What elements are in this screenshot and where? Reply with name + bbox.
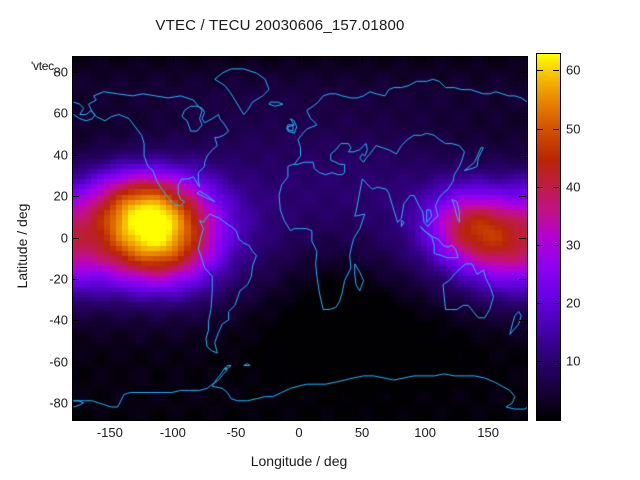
colorbar-tick-label: 50 <box>566 121 581 137</box>
y-tick-mark <box>519 155 526 156</box>
x-tick-mark <box>110 56 111 63</box>
y-tick-mark <box>72 362 79 363</box>
x-tick-label: -50 <box>226 425 246 440</box>
y-tick-mark <box>72 113 79 114</box>
colorbar-tick-mark <box>553 303 559 304</box>
colorbar-tick-mark <box>537 245 543 246</box>
y-tick-mark <box>72 238 79 239</box>
x-tick-label: 100 <box>414 425 436 440</box>
y-tick-mark <box>72 320 79 321</box>
x-tick-label: 150 <box>477 425 500 440</box>
corner-series-label: 'vtec_ <box>31 59 61 73</box>
colorbar-tick-label: 10 <box>566 353 581 369</box>
y-axis-label: Latitude / deg <box>14 203 30 289</box>
vtec-heatmap-canvas[interactable] <box>73 57 527 420</box>
y-axis-ticks: 80 60 40 20 0 -20 -40 -60 -80 <box>0 0 68 480</box>
colorbar-tick-label: 30 <box>566 237 581 253</box>
y-tick-mark <box>72 196 79 197</box>
x-tick-mark <box>110 413 111 420</box>
colorbar-tick-mark <box>537 129 543 130</box>
colorbar-tick-label: 40 <box>566 179 581 195</box>
x-tick-mark <box>425 56 426 63</box>
y-tick-mark <box>519 238 526 239</box>
colorbar-tick-mark <box>553 70 559 71</box>
x-tick-mark <box>236 56 237 63</box>
x-tick-label: -100 <box>159 425 186 440</box>
colorbar-tick-label: 60 <box>566 62 581 78</box>
y-tick-mark <box>72 72 79 73</box>
colorbar-tick-label: 20 <box>566 295 581 311</box>
colorbar-gradient <box>537 54 560 420</box>
y-tick-mark <box>72 403 79 404</box>
x-tick-mark <box>362 56 363 63</box>
colorbar-tick-mark <box>537 70 543 71</box>
x-tick-mark <box>488 56 489 63</box>
colorbar-tick-mark <box>553 245 559 246</box>
y-tick-label: -20 <box>49 271 68 287</box>
x-tick-label: -150 <box>96 425 123 440</box>
y-tick-label: -60 <box>49 354 68 370</box>
y-tick-label: 20 <box>53 188 68 204</box>
y-tick-mark <box>519 403 526 404</box>
x-tick-mark <box>362 413 363 420</box>
y-tick-label: 80 <box>53 64 68 80</box>
colorbar-tick-mark <box>537 303 543 304</box>
y-tick-mark <box>72 155 79 156</box>
y-tick-mark <box>519 362 526 363</box>
x-axis-label: Longitude / deg <box>250 453 348 469</box>
y-tick-mark <box>72 279 79 280</box>
page-title: VTEC / TECU 20030606_157.01800 <box>155 17 405 34</box>
y-tick-label: 0 <box>60 230 68 245</box>
x-tick-mark <box>173 56 174 63</box>
y-tick-label: -40 <box>49 312 68 328</box>
colorbar-tick-mark <box>537 187 543 188</box>
y-tick-mark <box>519 320 526 321</box>
colorbar-tick-mark <box>553 361 559 362</box>
x-tick-label: 50 <box>354 425 370 440</box>
x-tick-mark <box>425 413 426 420</box>
y-tick-label: 60 <box>53 105 68 121</box>
x-tick-label: 0 <box>295 425 303 440</box>
colorbar-tick-mark <box>553 129 559 130</box>
y-tick-mark <box>519 279 526 280</box>
y-tick-mark <box>519 113 526 114</box>
colorbar[interactable] <box>536 53 561 421</box>
x-tick-mark <box>173 413 174 420</box>
colorbar-tick-mark <box>537 361 543 362</box>
x-tick-mark <box>488 413 489 420</box>
colorbar-tick-mark <box>553 187 559 188</box>
x-tick-mark <box>299 56 300 63</box>
x-tick-mark <box>299 413 300 420</box>
y-tick-label: 40 <box>53 147 68 163</box>
y-tick-label: -80 <box>49 395 68 411</box>
y-tick-mark <box>519 196 526 197</box>
x-tick-mark <box>236 413 237 420</box>
y-tick-mark <box>519 72 526 73</box>
map-plot-area[interactable] <box>72 56 528 421</box>
